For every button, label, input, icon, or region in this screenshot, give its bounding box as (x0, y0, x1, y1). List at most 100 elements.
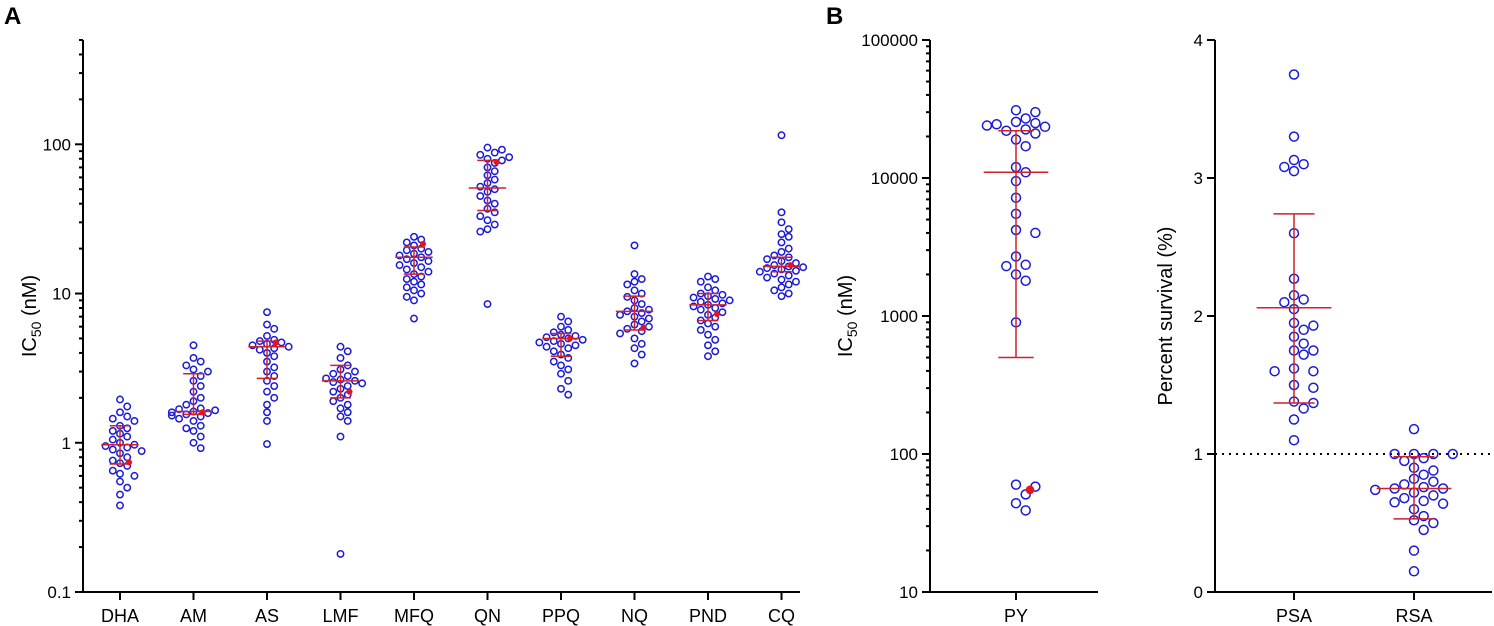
data-point-am (189, 438, 198, 447)
data-point-rsa (1389, 448, 1400, 460)
data-point-rsa (1418, 510, 1429, 522)
chart-panel-a: 0.1 1 10 100 IC50 (nM) DHA AM AS LMF MFQ QN PPQ NQ PN… (19, 39, 808, 626)
y-tick-label: 10000 (871, 169, 918, 188)
data-point-rsa (1418, 481, 1429, 493)
data-point-cq (799, 263, 808, 272)
data-point-dha (108, 414, 117, 423)
y-axis-title: IC50 (nM) (835, 275, 860, 357)
data-point-cq (770, 261, 779, 270)
data-point-qn (476, 212, 485, 221)
data-point-as (263, 408, 271, 417)
data-point-mfq (410, 286, 418, 295)
data-point-psa (1308, 320, 1319, 331)
data-point-psa (1308, 345, 1319, 356)
data-point-as (263, 440, 271, 449)
data-point-ppq (549, 328, 558, 337)
data-point-py (1001, 260, 1012, 272)
data-point-psa (1298, 324, 1309, 336)
data-point-qn (483, 143, 492, 152)
data-point-rsa (1408, 566, 1420, 577)
data-point-as (263, 320, 271, 329)
data-point-nq (637, 275, 646, 284)
x-tick-label-py: PY (1004, 606, 1028, 626)
data-point-py (981, 120, 993, 131)
data-point-py (1039, 121, 1051, 133)
reference-point-am (199, 409, 206, 416)
data-point-cq (784, 280, 793, 289)
data-point-ppq (542, 333, 551, 342)
data-point-rsa (1428, 476, 1439, 487)
data-point-lmf (358, 379, 367, 388)
data-point-rsa (1418, 495, 1429, 507)
data-point-psa (1308, 365, 1319, 377)
data-point-pnd (704, 341, 712, 350)
data-point-dha (116, 395, 124, 404)
data-point-pnd (711, 286, 720, 295)
data-point-am (196, 421, 205, 430)
data-point-nq (630, 359, 639, 368)
data-point-as (270, 372, 279, 380)
data-point-pnd (704, 283, 712, 292)
data-point-psa (1298, 294, 1309, 305)
data-point-cq (784, 244, 793, 253)
data-point-dha (116, 408, 124, 417)
data-point-as (255, 345, 264, 354)
data-point-mfq (424, 257, 433, 266)
data-point-lmf (343, 382, 352, 390)
data-point-psa (1288, 434, 1300, 446)
data-point-dha (123, 412, 132, 421)
data-point-ppq (549, 347, 558, 356)
data-point-ppq (564, 344, 573, 353)
data-point-as (270, 363, 279, 372)
data-point-mfq (410, 277, 418, 286)
data-point-dha (108, 456, 117, 465)
data-point-lmf (343, 408, 352, 417)
data-point-py (991, 119, 1002, 130)
y-tick-label: 100000 (861, 31, 918, 50)
data-point-nq (644, 314, 653, 323)
data-point-dha (116, 477, 124, 486)
data-point-mfq (410, 296, 418, 305)
data-point-pnd (711, 275, 720, 284)
data-point-cq (777, 238, 786, 247)
data-point-dha (123, 432, 132, 441)
y-axis-title: IC50 (nM) (19, 275, 44, 357)
data-point-nq (630, 286, 639, 295)
x-tick-label-am: AM (180, 606, 207, 626)
data-point-qn (505, 153, 514, 162)
reference-point-py (1025, 485, 1035, 495)
data-point-dha (130, 471, 139, 480)
data-point-nq (616, 329, 625, 338)
data-point-cq (763, 264, 772, 273)
data-point-ppq (535, 338, 544, 347)
data-point-mfq (424, 267, 433, 276)
x-tick-label-psa: PSA (1276, 606, 1312, 626)
data-point-pnd (718, 308, 727, 317)
data-point-py (1010, 479, 1022, 490)
data-point-lmf (336, 404, 345, 413)
reference-point-dha (125, 459, 133, 466)
data-point-mfq (424, 247, 433, 256)
data-point-mfq (395, 261, 404, 270)
data-point-dha (123, 402, 132, 411)
data-point-ppq (564, 317, 573, 326)
data-point-nq (623, 280, 632, 289)
data-point-nq (637, 300, 646, 309)
data-point-ppq (564, 354, 573, 362)
data-point-pnd (689, 302, 698, 311)
data-point-pnd (704, 319, 712, 328)
data-point-nq (644, 305, 653, 314)
data-point-psa (1288, 154, 1300, 166)
chart-panel-b: 10 100 1000 10000 100000 IC50 (nM) PY (835, 31, 1098, 626)
data-point-am (189, 341, 198, 350)
data-point-py (1020, 489, 1031, 500)
data-point-cq (784, 289, 793, 298)
data-point-qn (490, 220, 499, 229)
x-tick-label-ppq: PPQ (542, 606, 580, 626)
data-point-mfq (402, 255, 411, 264)
reference-point-cq (787, 262, 794, 269)
data-point-cq (784, 225, 793, 234)
data-point-psa (1279, 161, 1290, 173)
data-point-mfq (402, 238, 411, 247)
data-point-py (1010, 104, 1022, 116)
